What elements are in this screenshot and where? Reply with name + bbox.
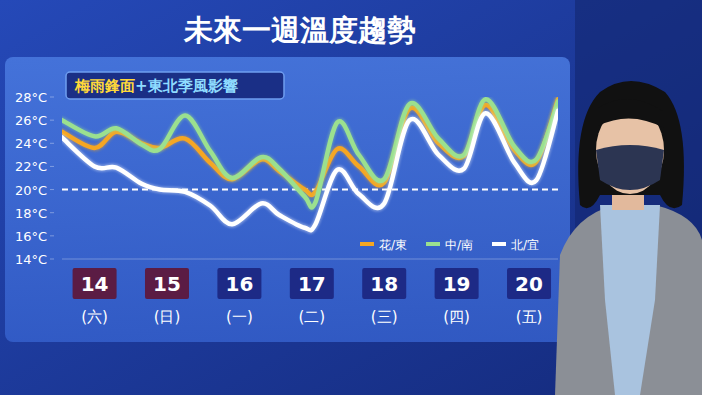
legend-swatch xyxy=(360,242,374,246)
panel xyxy=(5,57,570,342)
x-tick-label: 16 xyxy=(225,272,253,296)
x-tick-label: 18 xyxy=(370,272,398,296)
y-tick-label: 28°C xyxy=(15,90,47,105)
legend-label: 中/南 xyxy=(445,238,473,252)
y-tick xyxy=(50,97,54,98)
presenter-mask xyxy=(596,145,664,190)
x-tick-label: 15 xyxy=(153,272,181,296)
presenter-fringe xyxy=(598,99,664,128)
plot-area xyxy=(62,99,558,230)
series-glow xyxy=(62,111,558,230)
y-tick-label: 14°C xyxy=(15,252,47,267)
presenter-shirt xyxy=(600,205,660,395)
y-tick xyxy=(50,120,54,121)
y-tick-label: 26°C xyxy=(15,113,47,128)
x-tick-sublabel: (六) xyxy=(81,308,108,326)
x-tick xyxy=(217,268,261,299)
x-tick xyxy=(362,268,406,299)
x-tick-label: 14 xyxy=(81,272,109,296)
legend-label: 北/宜 xyxy=(511,238,539,252)
x-axis-line xyxy=(62,259,558,260)
x-tick-sublabel: (日) xyxy=(154,308,181,326)
y-tick-label: 18°C xyxy=(15,206,47,221)
y-tick xyxy=(50,189,54,190)
legend-label: 花/東 xyxy=(379,238,407,252)
y-tick xyxy=(50,212,54,213)
x-tick xyxy=(290,268,334,299)
x-tick-label: 17 xyxy=(298,272,326,296)
background xyxy=(0,0,702,395)
y-tick xyxy=(50,143,54,144)
x-tick xyxy=(73,268,117,299)
x-tick-sublabel: (四) xyxy=(443,308,470,326)
series-line xyxy=(62,111,558,230)
title: 未來一週溫度趨勢 xyxy=(183,13,416,47)
subtitle-box xyxy=(66,72,284,99)
legend-swatch xyxy=(426,242,440,246)
x-tick xyxy=(145,268,189,299)
x-tick-label: 19 xyxy=(443,272,471,296)
x-tick xyxy=(435,268,479,299)
presenter-hair xyxy=(578,81,684,208)
chart: 未來一週溫度趨勢梅雨鋒面+東北季風影響 14°C 16°C 18°C 20°C 22°C 2… xyxy=(0,0,702,395)
y-tick xyxy=(50,235,54,236)
x-tick-sublabel: (一) xyxy=(226,308,253,326)
subtitle: 梅雨鋒面+東北季風影響 xyxy=(74,77,238,95)
y-tick xyxy=(50,166,54,167)
x-tick-label: 20 xyxy=(515,272,543,296)
presenter xyxy=(555,81,702,395)
y-tick-label: 16°C xyxy=(15,229,47,244)
x-tick-sublabel: (五) xyxy=(516,308,543,326)
x-tick-sublabel: (二) xyxy=(298,308,325,326)
y-tick-label: 24°C xyxy=(15,136,47,151)
y-tick-label: 22°C xyxy=(15,159,47,174)
x-tick-sublabel: (三) xyxy=(371,308,398,326)
y-tick xyxy=(50,259,54,260)
legend-swatch xyxy=(492,242,506,246)
x-tick xyxy=(507,268,551,299)
subtitle-part: 梅雨鋒面 xyxy=(74,77,135,95)
y-tick-label: 20°C xyxy=(15,183,47,198)
subtitle-part: +東北季風影響 xyxy=(135,77,238,95)
presenter-jacket xyxy=(555,205,702,395)
